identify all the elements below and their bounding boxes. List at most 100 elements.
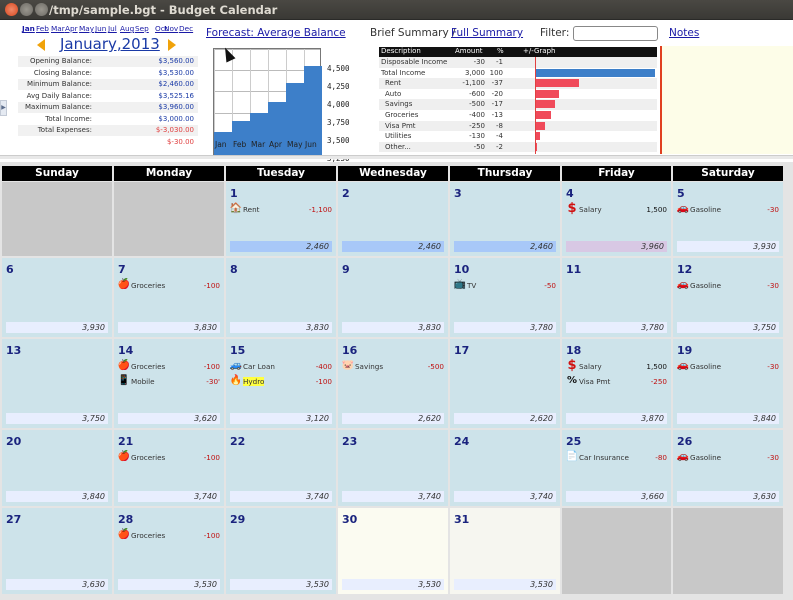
- day-cell-2[interactable]: 2 2,460: [338, 182, 448, 256]
- row-amount: -600: [469, 89, 485, 98]
- summary-row[interactable]: Rent -1,100 -37: [379, 78, 657, 89]
- day-balance: 2,460: [230, 241, 332, 252]
- day-cell-16[interactable]: 16 🐷 Savings -500 2,620: [338, 339, 448, 428]
- event-item[interactable]: 🏠 Rent -1,100: [229, 202, 332, 215]
- day-cell-20[interactable]: 20 3,840: [2, 430, 112, 506]
- day-cell-25[interactable]: 25 📄 Car Insurance -80 3,660: [562, 430, 671, 506]
- filter-input[interactable]: [573, 26, 658, 41]
- event-item[interactable]: $ Salary 1,500: [565, 202, 667, 215]
- event-item[interactable]: 🔥 Hydro -100: [229, 374, 332, 387]
- notes-pane[interactable]: [660, 46, 793, 154]
- day-cell-15[interactable]: 15 🚙 Car Loan -400 🔥 Hydro -100 3,120: [226, 339, 336, 428]
- current-month-title[interactable]: January,2013: [60, 35, 160, 53]
- row-amount: -50: [473, 142, 485, 151]
- forecast-bar: [268, 101, 286, 155]
- day-cell-9[interactable]: 9 3,830: [338, 258, 448, 337]
- day-cell-21[interactable]: 21 🍎 Groceries -100 3,740: [114, 430, 224, 506]
- event-name: Groceries: [131, 362, 166, 371]
- day-balance: 3,840: [677, 413, 779, 424]
- summary-row[interactable]: Auto -600 -20: [379, 89, 657, 100]
- splitter[interactable]: [0, 155, 793, 159]
- summary-row[interactable]: Groceries -400 -13: [379, 110, 657, 121]
- event-item[interactable]: 🚙 Car Loan -400: [229, 359, 332, 372]
- day-cell-14[interactable]: 14 🍎 Groceries -100 📱 Mobile -30' 3,620: [114, 339, 224, 428]
- day-cell-27[interactable]: 27 3,630: [2, 508, 112, 594]
- month-link-aug[interactable]: Aug: [120, 24, 135, 33]
- summary-row[interactable]: Total Income 3,000 100: [379, 68, 657, 79]
- event-item[interactable]: 🚗 Gasoline -30: [676, 202, 779, 215]
- sidebar-expander[interactable]: ▶: [0, 100, 7, 116]
- month-link-feb[interactable]: Feb: [36, 24, 49, 33]
- event-item[interactable]: 📱 Mobile -30': [117, 374, 220, 387]
- day-cell-7[interactable]: 7 🍎 Groceries -100 3,830: [114, 258, 224, 337]
- event-item[interactable]: 🐷 Savings -500: [341, 359, 444, 372]
- event-item[interactable]: 🍎 Groceries -100: [117, 528, 220, 541]
- row-description: Disposable Income: [381, 58, 448, 66]
- day-cell-26[interactable]: 26 🚗 Gasoline -30 3,630: [673, 430, 783, 506]
- x-tick-label: Mar: [251, 140, 266, 149]
- month-link-apr[interactable]: Apr: [65, 24, 78, 33]
- next-month-icon[interactable]: [168, 39, 176, 51]
- day-cell-1[interactable]: 1 🏠 Rent -1,100 2,460: [226, 182, 336, 256]
- event-item[interactable]: $ Salary 1,500: [565, 359, 667, 372]
- day-cell-22[interactable]: 22 3,740: [226, 430, 336, 506]
- summary-row[interactable]: Utilities -130 -4: [379, 131, 657, 142]
- day-cell-11[interactable]: 11 3,780: [562, 258, 671, 337]
- month-link-jun[interactable]: Jun: [95, 24, 107, 33]
- summary-row[interactable]: Visa Pmt -250 -8: [379, 120, 657, 132]
- month-link-mar[interactable]: Mar: [51, 24, 65, 33]
- event-item[interactable]: % Visa Pmt -250: [565, 374, 667, 387]
- day-cell-17[interactable]: 17 2,620: [450, 339, 560, 428]
- month-link-nov[interactable]: Nov: [164, 24, 179, 33]
- day-cell-3[interactable]: 3 2,460: [450, 182, 560, 256]
- event-item[interactable]: 📺 TV -50: [453, 278, 556, 291]
- maximize-button[interactable]: [35, 3, 48, 16]
- day-cell-4[interactable]: 4 $ Salary 1,500 3,960: [562, 182, 671, 256]
- close-button[interactable]: [5, 3, 18, 16]
- day-cell-28[interactable]: 28 🍎 Groceries -100 3,530: [114, 508, 224, 594]
- day-cell-8[interactable]: 8 3,830: [226, 258, 336, 337]
- row-graph-bar: [535, 132, 540, 141]
- day-cell-23[interactable]: 23 3,740: [338, 430, 448, 506]
- event-item[interactable]: 🍎 Groceries -100: [117, 359, 220, 372]
- day-cell-31[interactable]: 31 3,530: [450, 508, 560, 594]
- full-summary-link[interactable]: Full Summary: [451, 27, 524, 39]
- prev-month-icon[interactable]: [37, 39, 45, 51]
- day-cell-30[interactable]: 30 3,530: [338, 508, 448, 594]
- notes-link[interactable]: Notes: [669, 27, 700, 39]
- gridline: [250, 49, 251, 155]
- day-balance: 3,750: [6, 413, 108, 424]
- summary-row[interactable]: Disposable Income -30 -1: [379, 57, 657, 68]
- summary-row[interactable]: Other... -50 -2: [379, 141, 657, 153]
- summary-row[interactable]: Savings -500 -17: [379, 99, 657, 110]
- day-cell-24[interactable]: 24 3,740: [450, 430, 560, 506]
- event-item[interactable]: 🚗 Gasoline -30: [676, 450, 779, 463]
- day-cell-10[interactable]: 10 📺 TV -50 3,780: [450, 258, 560, 337]
- car-icon: 🚗: [676, 279, 690, 290]
- event-amount: -30': [206, 377, 220, 386]
- month-link-may[interactable]: May: [79, 24, 95, 33]
- event-item[interactable]: 🚗 Gasoline -30: [676, 278, 779, 291]
- minimize-button[interactable]: [20, 3, 33, 16]
- month-link-sep[interactable]: Sep: [135, 24, 149, 33]
- day-cell-19[interactable]: 19 🚗 Gasoline -30 3,840: [673, 339, 783, 428]
- event-item[interactable]: 🍎 Groceries -100: [117, 450, 220, 463]
- day-cell-18[interactable]: 18 $ Salary 1,500% Visa Pmt -250 3,870: [562, 339, 671, 428]
- day-cell-12[interactable]: 12 🚗 Gasoline -30 3,750: [673, 258, 783, 337]
- forecast-link[interactable]: Forecast: Average Balance: [206, 27, 346, 39]
- month-link-dec[interactable]: Dec: [179, 24, 194, 33]
- day-cell-29[interactable]: 29 3,530: [226, 508, 336, 594]
- day-cell-6[interactable]: 6 3,930: [2, 258, 112, 337]
- month-link-jan[interactable]: Jan: [22, 24, 35, 33]
- day-cell-13[interactable]: 13 3,750: [2, 339, 112, 428]
- day-cell-5[interactable]: 5 🚗 Gasoline -30 3,930: [673, 182, 783, 256]
- event-item[interactable]: 📄 Car Insurance -80: [565, 450, 667, 463]
- event-item[interactable]: 🍎 Groceries -100: [117, 278, 220, 291]
- month-link-jul[interactable]: Jul: [108, 24, 117, 33]
- stat-label: Maximum Balance:: [25, 103, 92, 111]
- event-amount: -30: [767, 281, 779, 290]
- month-link-oct[interactable]: Oct: [155, 24, 168, 33]
- forecast-bar: [214, 131, 232, 155]
- event-item[interactable]: 🚗 Gasoline -30: [676, 359, 779, 372]
- day-balance: 2,620: [454, 413, 556, 424]
